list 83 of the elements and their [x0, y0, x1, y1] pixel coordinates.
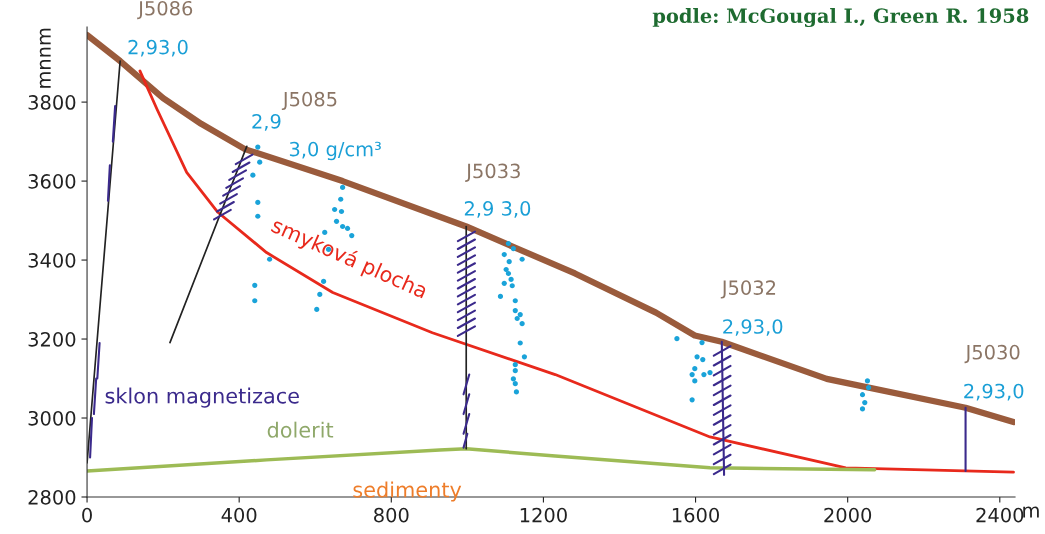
point	[252, 282, 258, 288]
x-tick-label: 0	[82, 507, 92, 523]
point	[252, 298, 258, 304]
point	[321, 278, 327, 284]
point	[519, 321, 525, 327]
annotation: 2,9 3,0	[464, 201, 531, 218]
point	[512, 381, 518, 387]
annotation: J5033	[465, 163, 520, 182]
point	[707, 370, 713, 376]
annotation: dolerit	[267, 421, 334, 438]
point	[314, 306, 320, 313]
y-tick-label: 3000	[28, 410, 76, 426]
point	[255, 199, 261, 205]
point	[508, 276, 514, 283]
y-tick-label: 3200	[28, 331, 76, 347]
point	[865, 385, 872, 391]
point	[701, 371, 707, 378]
annotation: sklon magnetizace	[105, 387, 299, 408]
line-series	[87, 447, 877, 473]
chart-title: podle: McGougal I., Green R. 1958	[652, 8, 1029, 28]
point	[510, 376, 516, 382]
annotation: 2,9	[252, 113, 281, 131]
point	[514, 315, 520, 322]
point	[503, 266, 509, 273]
point	[512, 308, 518, 314]
y-tick-label: 2800	[28, 489, 76, 505]
annotation: 2,93,0	[723, 319, 783, 336]
annotation: J5086	[137, 0, 193, 20]
point	[505, 240, 512, 247]
point	[674, 336, 680, 342]
point	[521, 354, 528, 360]
point	[859, 392, 866, 398]
point	[340, 184, 346, 190]
y-tick-label: 3400	[28, 253, 76, 268]
point	[689, 397, 695, 403]
y-axis-title: mnnm	[39, 28, 51, 88]
point	[497, 293, 504, 299]
point	[699, 339, 705, 346]
point	[512, 298, 518, 304]
point	[338, 208, 345, 215]
point	[255, 144, 261, 150]
point	[692, 366, 698, 372]
point	[510, 246, 516, 252]
annotation: 3,0 g/cm³	[289, 141, 381, 161]
point	[338, 196, 344, 202]
point	[689, 371, 695, 378]
annotation: J5030	[964, 344, 1020, 364]
point	[332, 206, 338, 213]
annotation: J5032	[720, 280, 776, 299]
annotation: 2,93,0	[964, 383, 1024, 401]
x-axis-title: m	[1023, 506, 1039, 518]
y-tick-label: 3600	[28, 174, 76, 189]
point	[694, 354, 700, 360]
x-tick-label: 1600	[672, 507, 719, 523]
point	[859, 406, 866, 412]
x-tick-label: 2400	[976, 507, 1024, 523]
point	[317, 291, 323, 298]
x-tick-label: 1200	[520, 507, 567, 523]
y-tick-label: 3800	[28, 95, 76, 110]
point	[257, 159, 263, 165]
point	[506, 259, 512, 265]
point	[692, 378, 698, 384]
x-tick-label: 400	[221, 507, 257, 523]
point	[517, 311, 523, 318]
point	[512, 368, 518, 374]
point	[255, 213, 261, 219]
annotation: J5085	[281, 91, 337, 111]
point	[864, 378, 871, 384]
point	[509, 283, 515, 289]
x-tick-label: 800	[374, 507, 409, 523]
point	[700, 356, 706, 363]
point	[501, 280, 507, 286]
point	[513, 389, 520, 395]
point	[250, 172, 256, 178]
point	[501, 251, 507, 258]
point	[517, 340, 523, 346]
point	[862, 400, 868, 406]
point	[512, 362, 518, 368]
annotation: sedimenty	[353, 481, 462, 502]
annotation: 2,93,0	[128, 39, 188, 57]
x-tick-label: 2000	[824, 507, 872, 523]
point	[505, 270, 512, 277]
point	[519, 256, 525, 262]
